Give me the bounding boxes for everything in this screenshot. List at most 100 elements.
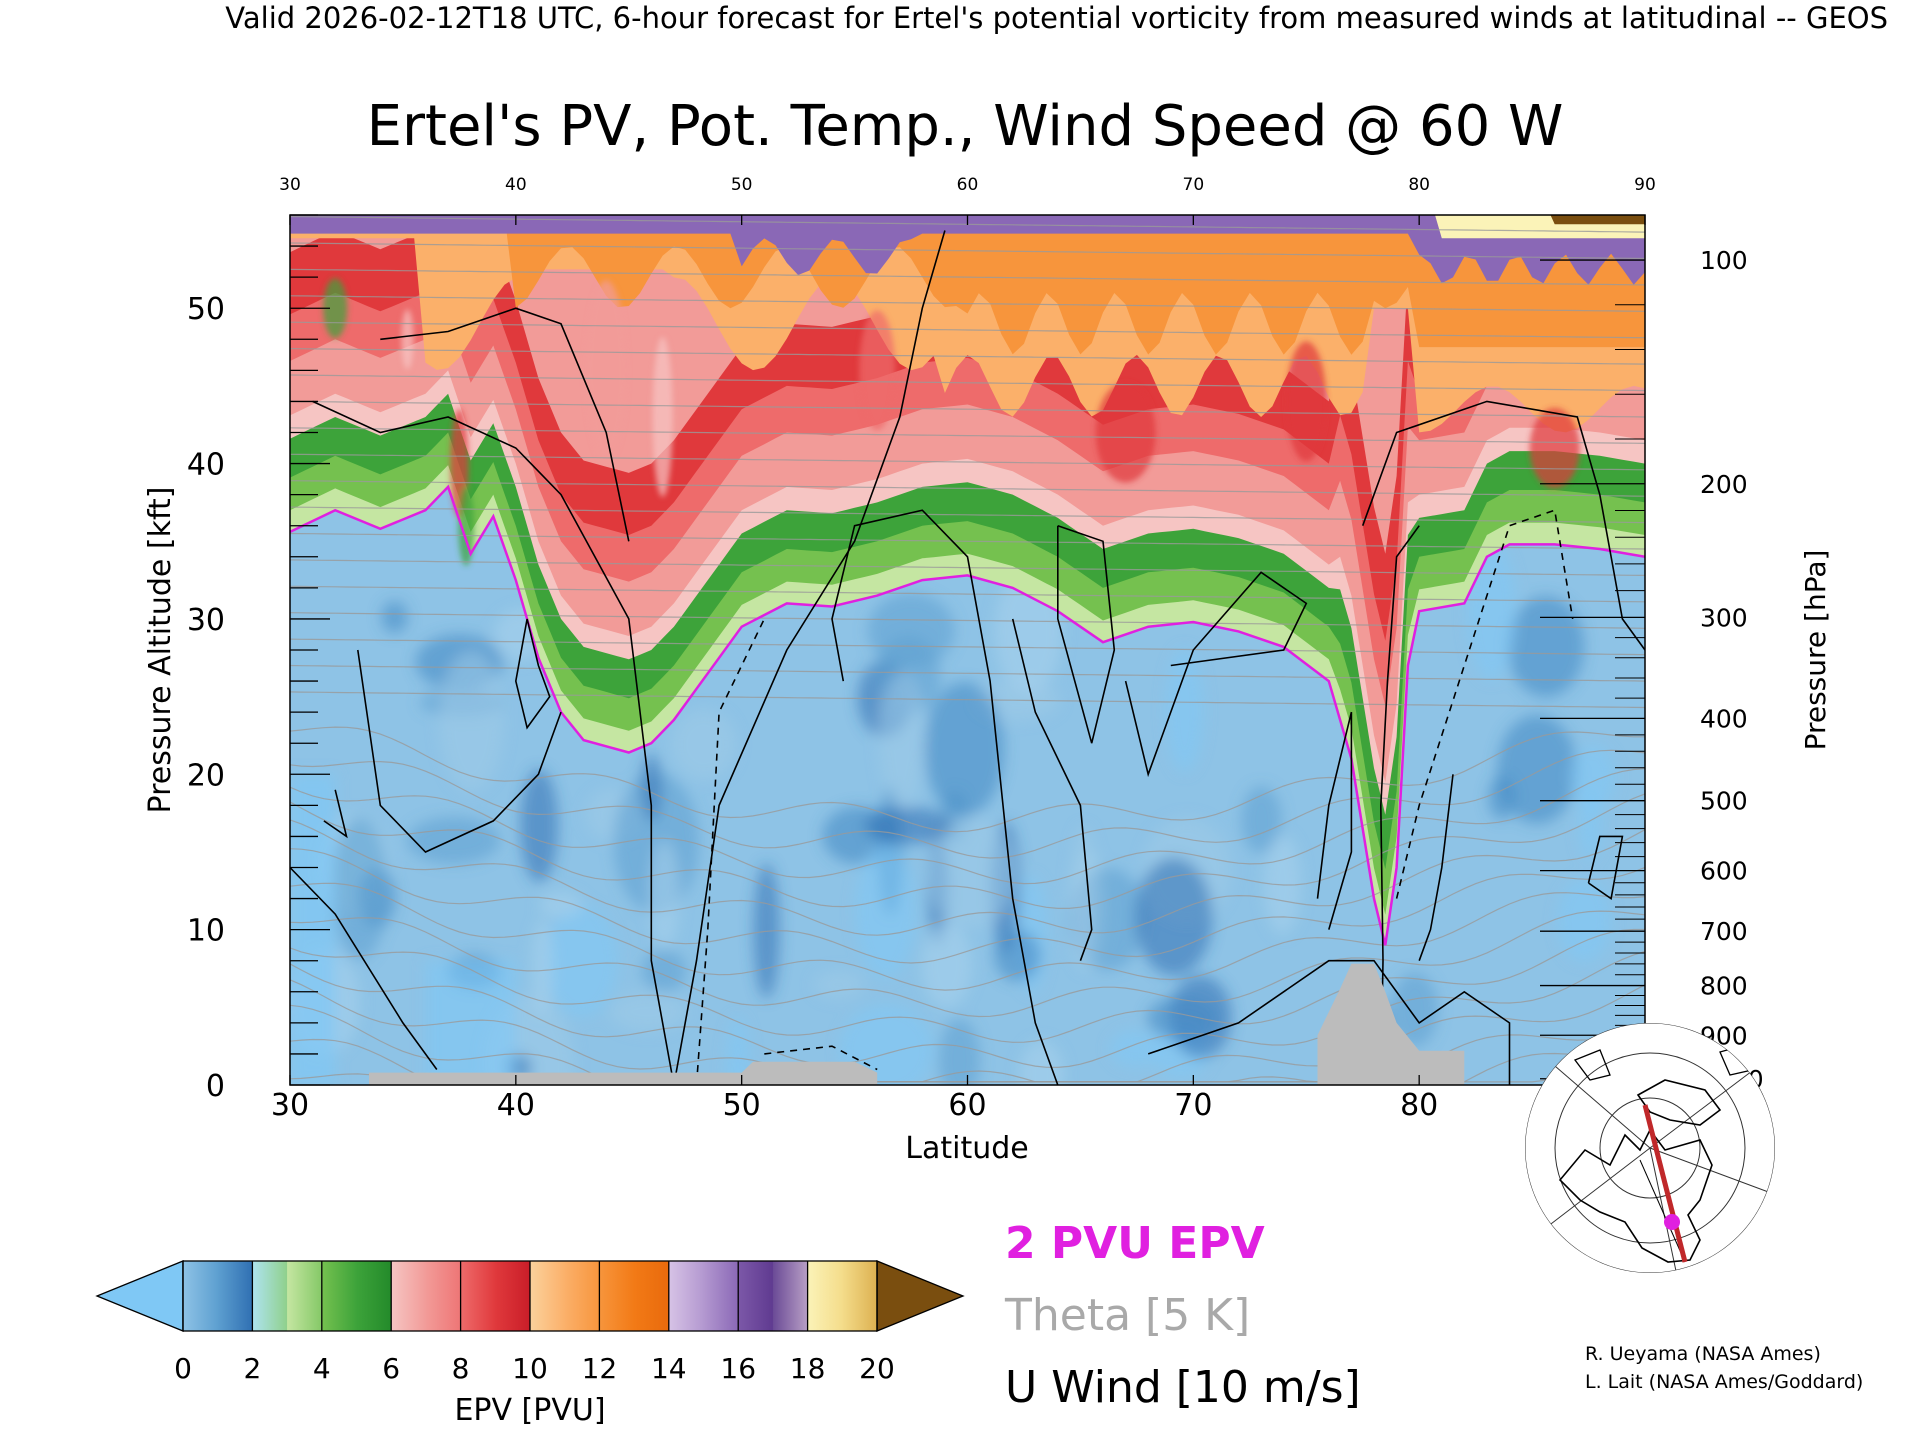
colorbar-bin: [738, 1261, 774, 1331]
colorbar-bin: [668, 1261, 704, 1331]
u-wind-contour: [1361, 400, 1645, 651]
colorbar-bin: [391, 1261, 427, 1331]
colorbar-tick-label: 6: [382, 1352, 400, 1385]
u-wind-contour: [673, 230, 946, 1085]
colorbar-bin: [772, 1261, 809, 1331]
pressure-tick-label: 400: [1700, 704, 1748, 733]
theta-isentrope: [290, 427, 1645, 444]
colorbar-tick-label: 8: [452, 1352, 470, 1385]
x-axis-top: 30 40 50 60 70 80 90: [279, 175, 1656, 225]
colorbar-bin: [564, 1261, 600, 1331]
theta-isentrope: [290, 664, 1645, 682]
theta-isentrope: [290, 374, 1645, 392]
u-wind-contour: [323, 789, 348, 839]
theta-isentrope: [290, 348, 1645, 365]
colorbar-tick-label: 0: [174, 1352, 192, 1385]
colorbar-bin: [807, 1261, 843, 1331]
colorbar-bin: [183, 1261, 219, 1331]
theta-isentrope: [290, 819, 1645, 936]
theta-isentrope: [290, 242, 1645, 260]
u-wind-contour: [290, 866, 438, 1070]
pressure-tick-label: 500: [1700, 787, 1748, 816]
pressure-tick-label: 700: [1700, 917, 1748, 946]
u-wind-contour: [1418, 774, 1454, 961]
x-tick-label: 60: [948, 1088, 986, 1123]
u-wind-contour: [831, 509, 1059, 1085]
u-wind-contour: [312, 400, 675, 1085]
epv-band: [290, 215, 1645, 285]
colorbar-bin: [217, 1261, 253, 1331]
theta-isentrope: [290, 453, 1645, 471]
u-wind-contour: [764, 1045, 878, 1071]
u-wind-contour: [357, 649, 562, 853]
colorbar-tick-label: 18: [790, 1352, 826, 1385]
x-top-tick-label: 90: [1634, 175, 1656, 195]
pressure-tick-label: 200: [1700, 470, 1748, 499]
theta-isentrope: [290, 768, 1645, 885]
colorbar-bin: [287, 1261, 323, 1331]
colorbar-over-arrow: [876, 1260, 965, 1332]
y-tick-label: 0: [206, 1069, 225, 1104]
colorbar-tick-label: 16: [720, 1352, 756, 1385]
x-top-tick-label: 80: [1408, 175, 1430, 195]
pressure-tick-label: 800: [1700, 972, 1748, 1001]
theta-isentrope: [290, 268, 1645, 286]
colorbar-tick-label: 2: [243, 1352, 261, 1385]
chart-title: Ertel's PV, Pot. Temp., Wind Speed @ 60 …: [367, 94, 1564, 159]
theta-isentrope: [290, 928, 1645, 1043]
colorbar-under-arrow: [95, 1260, 184, 1332]
x-top-tick-label: 50: [731, 175, 753, 195]
epv-colorbar: 0 2 4 6 8 10 12 14 16 18 20: [95, 1260, 965, 1385]
colorbar-tick-label: 20: [859, 1352, 895, 1385]
credit-line-1: R. Ueyama (NASA Ames): [1585, 1343, 1821, 1365]
y-tick-label: 40: [187, 448, 225, 483]
credit-line-2: L. Lait (NASA Ames/Goddard): [1585, 1371, 1863, 1393]
u-wind-contour: [1057, 524, 1116, 744]
theta-isentrope: [290, 793, 1645, 909]
epv-band: [290, 215, 1645, 355]
theta-isentrope: [290, 910, 1645, 1018]
x-tick-label: 30: [271, 1088, 309, 1123]
theta-isentrope: [290, 749, 1645, 859]
theta-isentrope: [290, 585, 1645, 603]
pressure-tick-label: 300: [1700, 603, 1748, 632]
y-axis-left-label: Pressure Altitude [kft]: [143, 487, 178, 814]
colorbar-label: EPV [PVU]: [454, 1393, 605, 1428]
epv-band: [1550, 215, 1645, 225]
u-wind-contour: [1379, 525, 1420, 1085]
pressure-tick-label: 600: [1700, 857, 1748, 886]
header-text: Valid 2026-02-12T18 UTC, 6-hour forecast…: [225, 1, 1888, 35]
legend-uwind: U Wind [10 m/s]: [1005, 1362, 1361, 1413]
colorbar-tick-label: 12: [582, 1352, 618, 1385]
theta-isentrope: [290, 848, 1645, 964]
plot-area: [290, 215, 1645, 1085]
y-axis-left: 0 10 20 30 40 50: [187, 214, 330, 1104]
y-tick-label: 10: [187, 914, 225, 949]
theta-isentrope: [290, 638, 1645, 656]
colorbar-tick-label: 14: [651, 1352, 687, 1385]
u-wind-contour: [695, 618, 766, 1085]
x-top-tick-label: 60: [957, 175, 979, 195]
theta-isentrope: [290, 295, 1645, 312]
pressure-tick-label: 100: [1700, 246, 1748, 275]
y-axis-right-label: Pressure [hPa]: [1799, 550, 1832, 751]
theta-isentrope: [290, 506, 1645, 524]
legend-epv: 2 PVU EPV: [1005, 1218, 1265, 1269]
theta-isentrope: [290, 400, 1645, 418]
theta-isentrope: [290, 612, 1645, 629]
colorbar-bin: [460, 1261, 496, 1331]
u-wind-contour: [1395, 509, 1574, 899]
x-top-tick-label: 40: [505, 175, 527, 195]
x-top-tick-label: 30: [279, 175, 301, 195]
theta-isentrope: [290, 559, 1645, 576]
legend-theta: Theta [5 K]: [1004, 1290, 1250, 1341]
u-wind-contour: [1587, 835, 1624, 900]
theta-isentrope: [290, 480, 1645, 497]
theta-isentrope: [290, 691, 1645, 709]
colorbar-bin: [252, 1261, 288, 1331]
u-wind-contour: [1011, 618, 1093, 961]
u-wind-contour: [1316, 711, 1353, 930]
u-wind-contour: [1124, 571, 1308, 778]
